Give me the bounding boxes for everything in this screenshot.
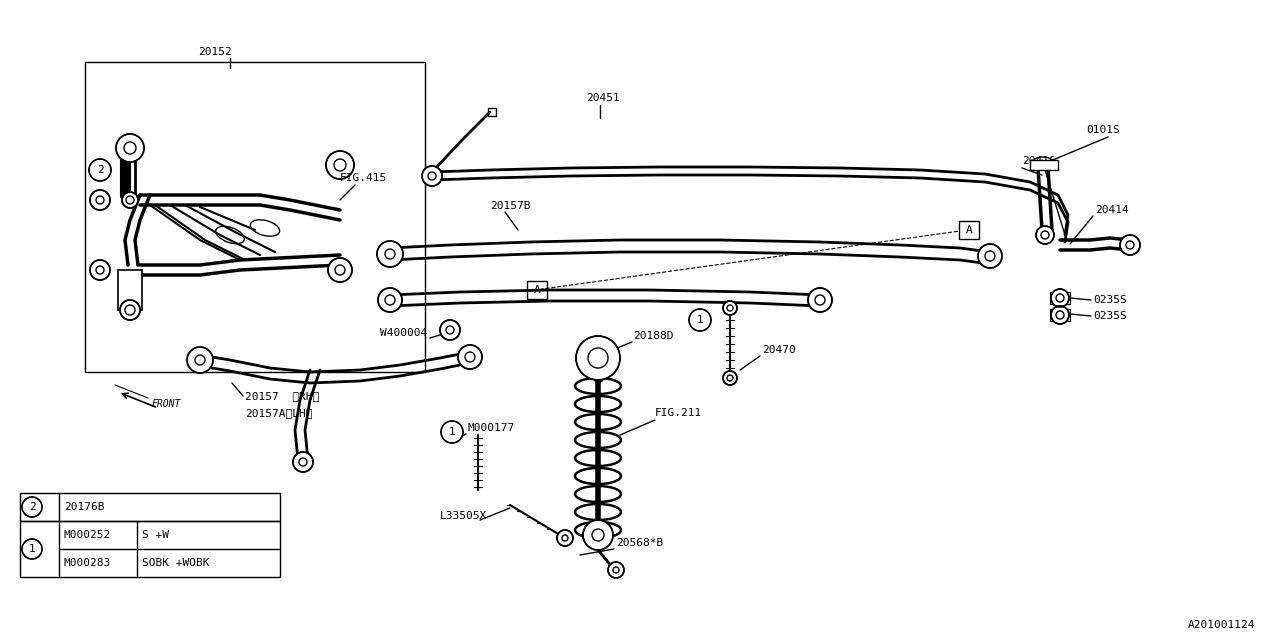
Text: 2: 2 <box>96 165 104 175</box>
Circle shape <box>116 134 143 162</box>
Text: FIG.211: FIG.211 <box>655 408 703 418</box>
Circle shape <box>1051 306 1069 324</box>
Text: 20176B: 20176B <box>64 502 105 512</box>
Circle shape <box>442 421 463 443</box>
Circle shape <box>808 288 832 312</box>
Text: 20152: 20152 <box>198 47 232 57</box>
Text: 1: 1 <box>448 427 456 437</box>
Bar <box>1050 309 1070 321</box>
Bar <box>118 270 142 310</box>
Circle shape <box>90 190 110 210</box>
Circle shape <box>1036 226 1053 244</box>
Circle shape <box>1051 289 1069 307</box>
Text: 20157A〈LH〉: 20157A〈LH〉 <box>244 408 312 418</box>
Circle shape <box>90 260 110 280</box>
Circle shape <box>422 166 442 186</box>
Text: 2: 2 <box>28 502 36 512</box>
Bar <box>84 62 425 372</box>
Text: W400004: W400004 <box>380 328 428 338</box>
Text: 20188D: 20188D <box>634 331 673 341</box>
Bar <box>1030 160 1059 170</box>
Circle shape <box>22 497 42 517</box>
Circle shape <box>458 345 483 369</box>
Circle shape <box>187 347 212 373</box>
Text: 20157  〈RH〉: 20157 〈RH〉 <box>244 391 319 401</box>
Circle shape <box>378 288 402 312</box>
Text: 20568*B: 20568*B <box>616 538 663 548</box>
Text: A: A <box>534 285 540 295</box>
Circle shape <box>689 309 710 331</box>
Circle shape <box>557 530 573 546</box>
Circle shape <box>328 258 352 282</box>
Text: M000177: M000177 <box>468 423 516 433</box>
Circle shape <box>1120 235 1140 255</box>
Circle shape <box>576 336 620 380</box>
Circle shape <box>723 371 737 385</box>
Text: S +W: S +W <box>142 530 169 540</box>
Text: 1: 1 <box>28 544 36 554</box>
Text: L33505X: L33505X <box>440 511 488 521</box>
Text: 0235S: 0235S <box>1093 295 1126 305</box>
Circle shape <box>978 244 1002 268</box>
Circle shape <box>22 539 42 559</box>
Circle shape <box>293 452 314 472</box>
Text: 20470: 20470 <box>762 345 796 355</box>
Circle shape <box>90 159 111 181</box>
Circle shape <box>120 300 140 320</box>
Text: 0101S: 0101S <box>1085 125 1120 135</box>
Text: M000283: M000283 <box>64 558 111 568</box>
Text: FIG.415: FIG.415 <box>340 173 388 183</box>
Text: 20451: 20451 <box>586 93 620 103</box>
Circle shape <box>608 562 625 578</box>
Bar <box>20 493 280 521</box>
Circle shape <box>723 301 737 315</box>
Text: 0235S: 0235S <box>1093 311 1126 321</box>
Circle shape <box>122 192 138 208</box>
Circle shape <box>440 320 460 340</box>
Text: A201001124: A201001124 <box>1188 620 1254 630</box>
Text: SOBK +WOBK: SOBK +WOBK <box>142 558 210 568</box>
Bar <box>1050 292 1070 304</box>
Text: 20414: 20414 <box>1094 205 1129 215</box>
Bar <box>959 221 979 239</box>
Bar <box>527 281 547 299</box>
Text: 1: 1 <box>696 315 704 325</box>
Text: 20416: 20416 <box>1021 156 1056 166</box>
Circle shape <box>378 241 403 267</box>
Text: A: A <box>965 225 973 235</box>
Circle shape <box>582 520 613 550</box>
Text: FRONT: FRONT <box>152 399 182 409</box>
Text: M000252: M000252 <box>64 530 111 540</box>
Text: 20157B: 20157B <box>490 201 530 211</box>
Bar <box>488 108 497 116</box>
Circle shape <box>326 151 355 179</box>
Bar <box>20 521 280 577</box>
